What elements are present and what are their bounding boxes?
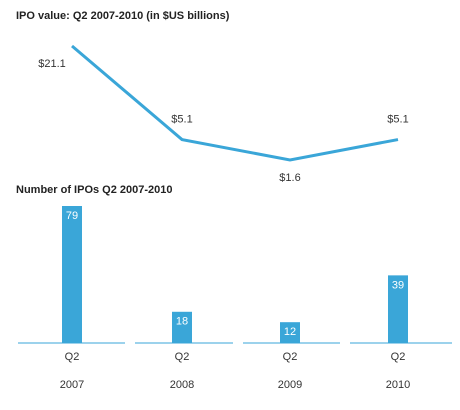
- bar: [280, 322, 300, 343]
- data-label: $5.1: [171, 113, 192, 125]
- chart-title: IPO value: Q2 2007-2010 (in $US billions…: [16, 10, 230, 22]
- x-tick-label: Q2: [283, 351, 298, 363]
- data-label: 18: [176, 316, 188, 328]
- bar: [172, 311, 192, 343]
- x-tick-label: Q2: [65, 351, 80, 363]
- data-label: $5.1: [387, 113, 408, 125]
- data-label: 39: [392, 279, 404, 291]
- chart-title: Number of IPOs Q2 2007-2010: [16, 184, 173, 196]
- line: [71, 44, 399, 162]
- x-tick-label: 2009: [278, 379, 302, 391]
- data-label: $1.6: [279, 172, 300, 184]
- bar: [62, 206, 82, 343]
- x-tick-label: 2010: [386, 379, 410, 391]
- data-label: 12: [284, 326, 296, 338]
- data-label: 79: [66, 210, 78, 222]
- x-tick-label: Q2: [391, 351, 406, 363]
- bar: [388, 275, 408, 343]
- x-tick-label: Q2: [175, 351, 190, 363]
- x-tick-label: 2008: [170, 379, 194, 391]
- data-label: $21.1: [38, 58, 66, 70]
- x-tick-label: 2007: [60, 379, 84, 391]
